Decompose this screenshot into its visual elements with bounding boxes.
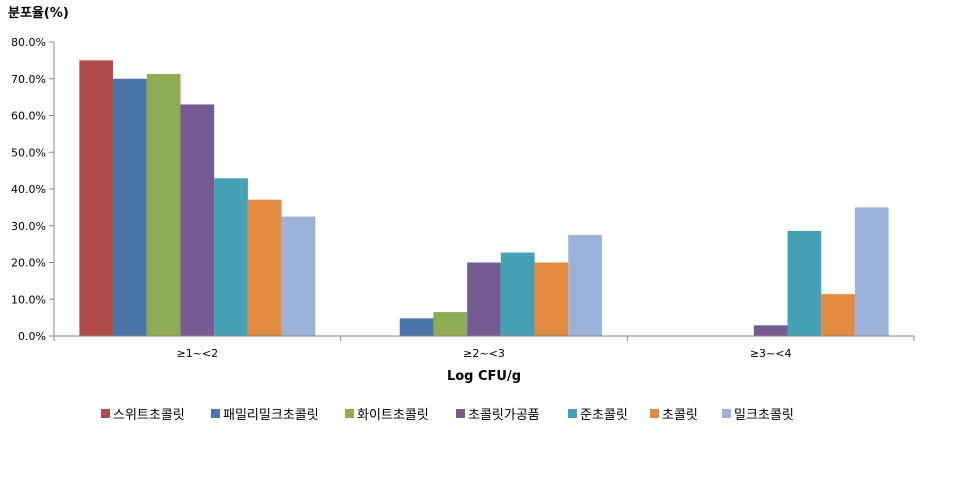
legend-item: 밀크초콜릿 [722, 408, 794, 423]
x-tick-label: ≥2~<3 [463, 347, 505, 360]
bar [500, 252, 535, 336]
x-axis-title: Log CFU/g [447, 369, 521, 384]
x-tick-label: ≥3~<4 [750, 347, 792, 360]
legend-item: 준초콜릿 [568, 408, 628, 423]
legend-swatch [722, 409, 731, 418]
bar [467, 262, 501, 336]
legend: 스위트초콜릿 패밀리밀크초콜릿 화이트초콜릿 초콜릿가공품 준초콜릿 초콜릿 밀크초콜릿 [101, 408, 794, 423]
legend-label: 밀크초콜릿 [734, 408, 794, 423]
bar [113, 78, 147, 336]
y-tick-label: 30.0% [11, 220, 46, 233]
y-tick-label: 40.0% [11, 183, 46, 196]
legend-swatch [101, 409, 110, 418]
legend-item: 스위트초콜릿 [101, 408, 185, 423]
bar [214, 178, 248, 336]
bar [247, 199, 282, 336]
y-tick-label: 70.0% [11, 73, 46, 86]
y-tick-label: 20.0% [11, 257, 46, 270]
bar [568, 234, 602, 336]
legend-label: 초콜릿가공품 [468, 408, 540, 423]
y-axis-title: 분포율(%) [8, 5, 69, 21]
legend-label: 패밀리밀크초콜릿 [223, 408, 319, 423]
x-axis-ticks: ≥1~<2 ≥2~<3 ≥3~<4 [53, 336, 915, 360]
legend-swatch [345, 409, 354, 418]
bar [79, 60, 114, 336]
bars [79, 60, 889, 336]
bar [821, 294, 855, 336]
y-tick-label: 60.0% [11, 110, 46, 123]
legend-item: 초콜릿 [650, 408, 698, 423]
bar [433, 312, 468, 336]
y-tick-label: 10.0% [11, 293, 46, 306]
bar [146, 73, 181, 336]
x-tick-label: ≥1~<2 [177, 347, 219, 360]
y-tick-label: 0.0% [18, 330, 46, 343]
legend-label: 초콜릿 [662, 408, 698, 423]
bar [534, 262, 569, 336]
legend-swatch [568, 409, 577, 418]
bar [787, 230, 822, 336]
legend-item: 패밀리밀크초콜릿 [211, 408, 319, 423]
bar [281, 216, 316, 336]
y-tick-label: 50.0% [11, 146, 46, 159]
y-axis-ticks: 0.0% 10.0% 20.0% 30.0% 40.0% 50.0% 60.0% 70.0% 8… [11, 36, 54, 343]
legend-swatch [456, 409, 465, 418]
bar [753, 325, 788, 336]
legend-swatch [211, 409, 220, 418]
legend-label: 화이트초콜릿 [357, 408, 429, 423]
legend-label: 준초콜릿 [580, 408, 628, 423]
y-tick-label: 80.0% [11, 36, 46, 49]
legend-item: 초콜릿가공품 [456, 408, 540, 423]
legend-label: 스위트초콜릿 [113, 408, 185, 423]
legend-item: 화이트초콜릿 [345, 408, 429, 423]
bar [854, 207, 889, 336]
bar [180, 104, 215, 336]
legend-swatch [650, 409, 659, 418]
bar [399, 318, 434, 336]
